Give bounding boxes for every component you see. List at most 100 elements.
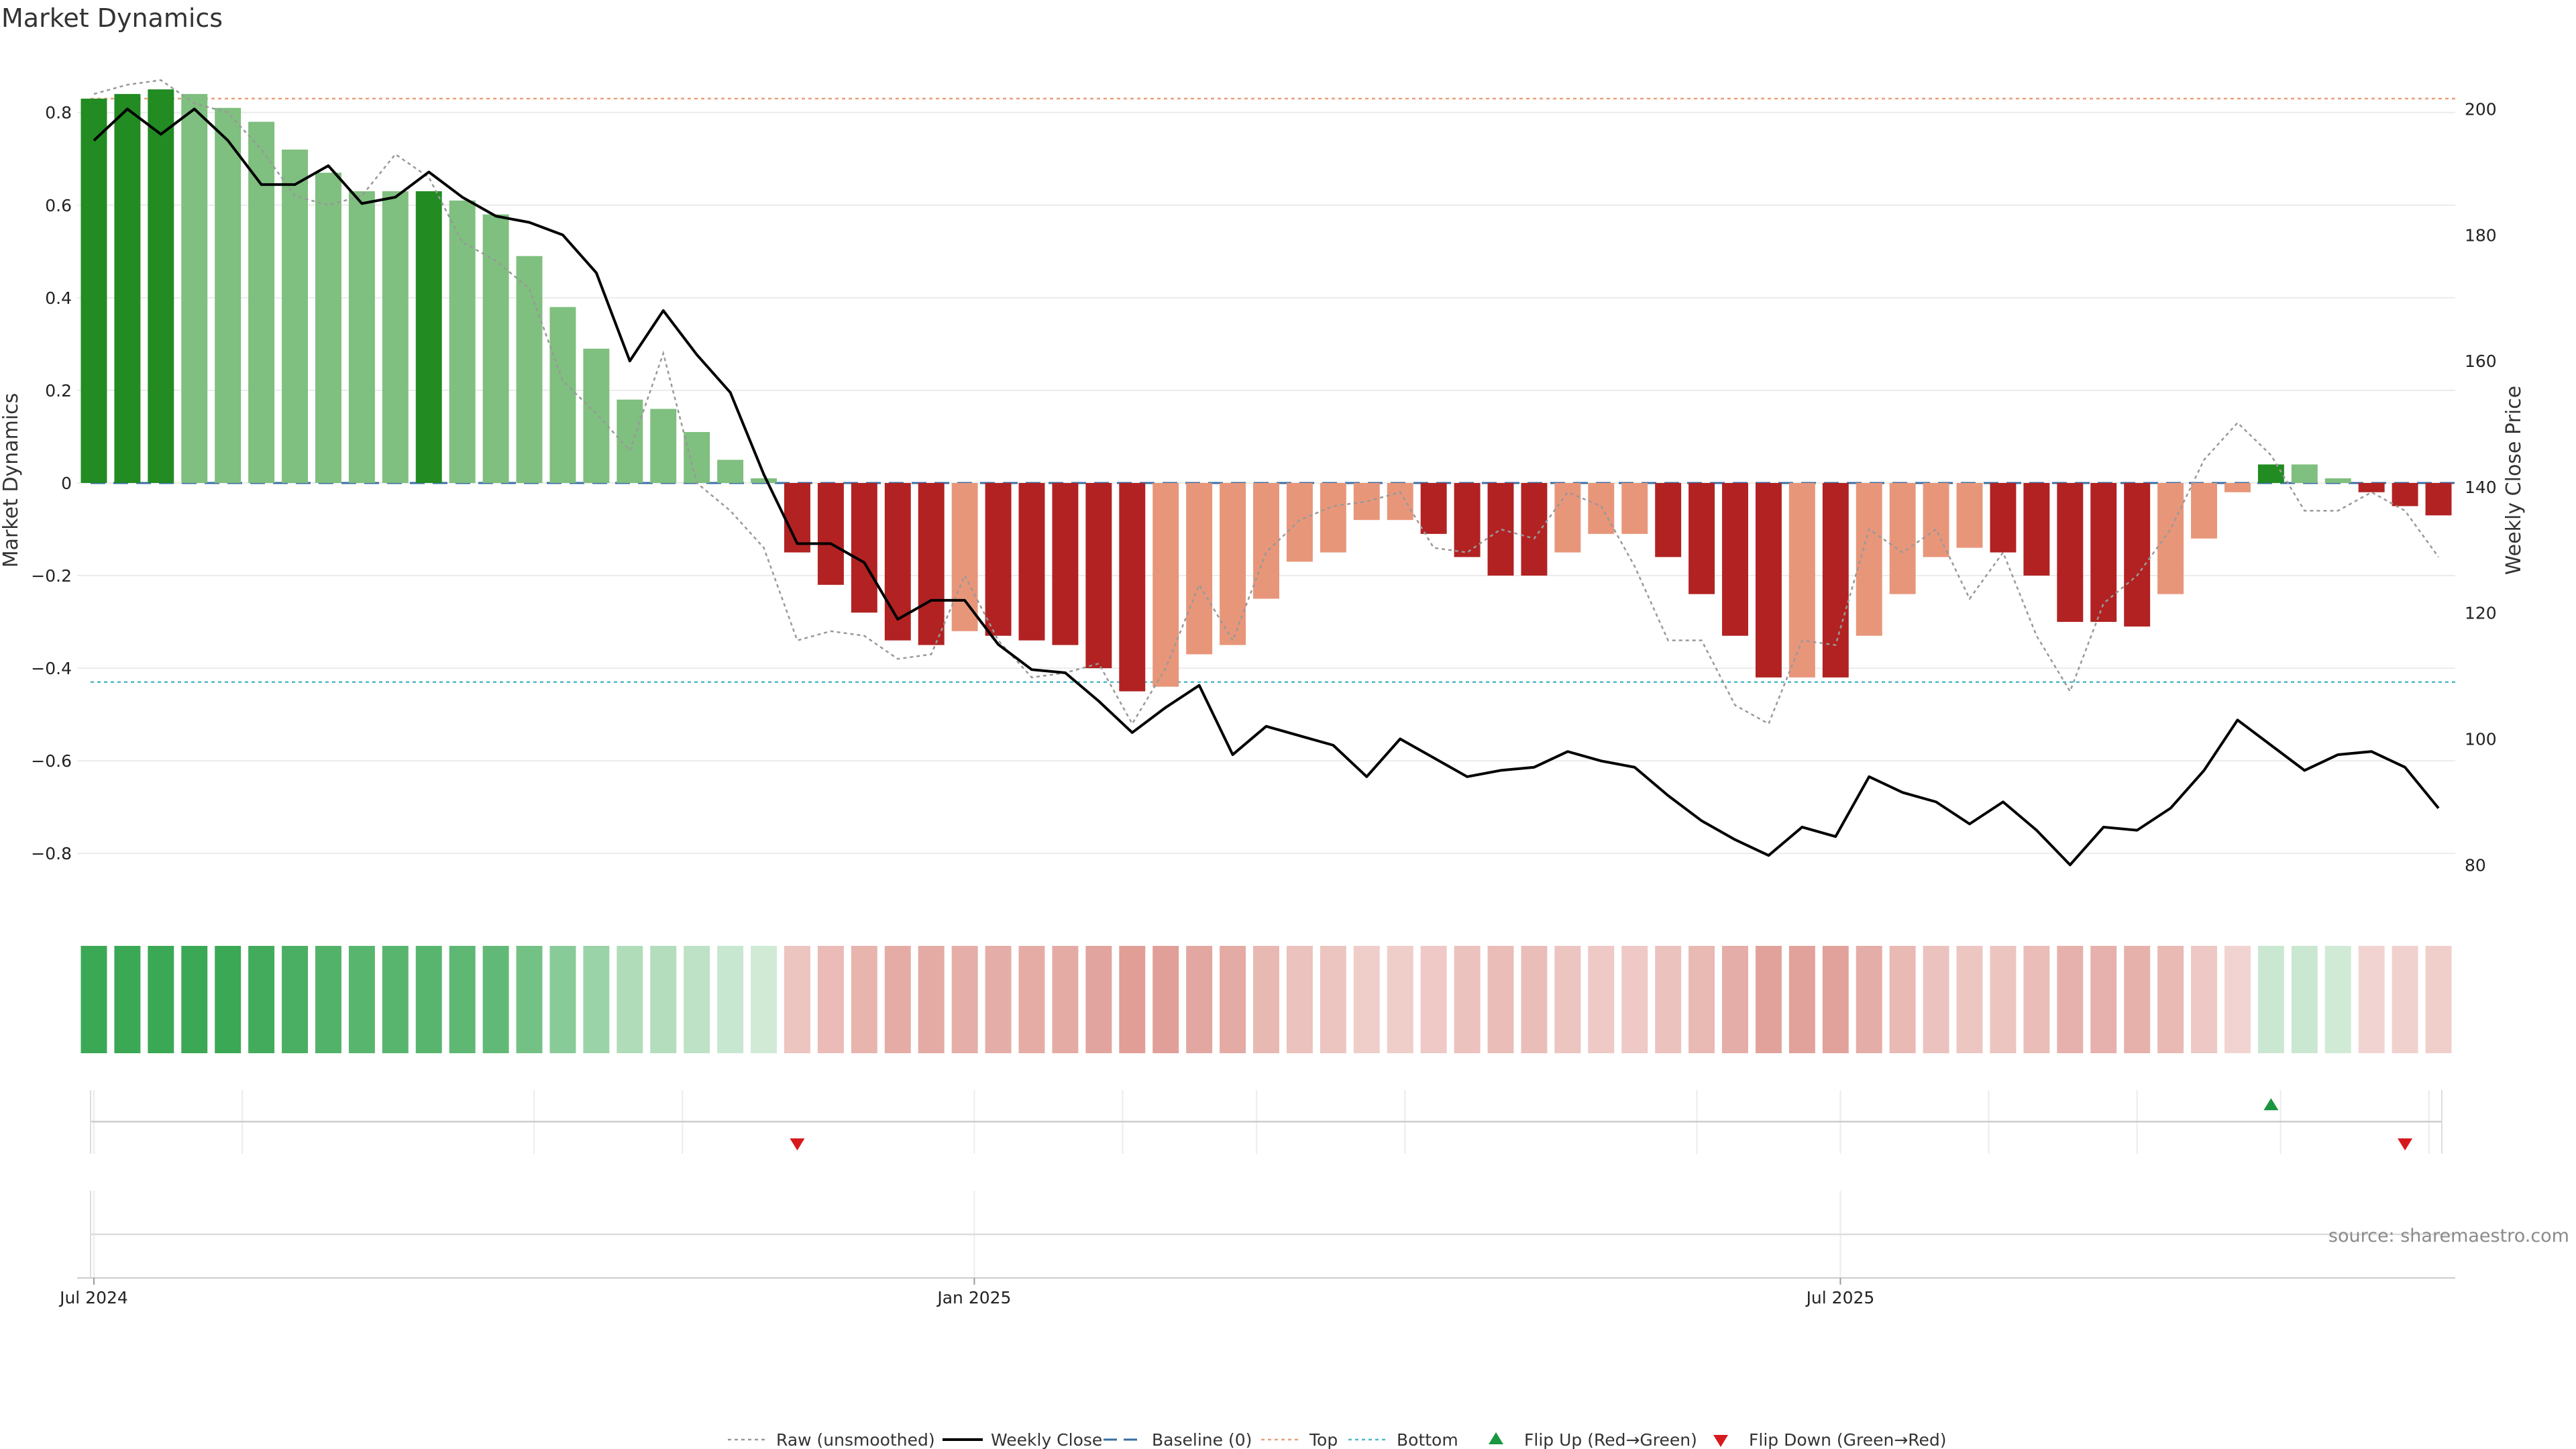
strip-cell bbox=[2090, 946, 2117, 1053]
strip-cell bbox=[1755, 946, 1782, 1053]
legend-label: Flip Down (Green→Red) bbox=[1749, 1430, 1947, 1449]
strip-cell bbox=[951, 946, 978, 1053]
legend-label: Flip Up (Red→Green) bbox=[1524, 1430, 1697, 1449]
momentum-bar bbox=[1052, 482, 1079, 645]
legend-item: Baseline (0) bbox=[1104, 1430, 1252, 1449]
source-label: source: sharemaestro.com bbox=[2328, 1226, 2569, 1246]
momentum-bar bbox=[1186, 482, 1213, 655]
strip-cell bbox=[1085, 946, 1112, 1053]
left-axis-ticks: 0.8 0.6 0.4 0.2 0 −0.2 −0.4 −0.6 −0.8 bbox=[31, 103, 72, 863]
left-tick-label: −0.6 bbox=[31, 751, 72, 771]
strip-cell bbox=[114, 946, 141, 1053]
strip-cell bbox=[449, 946, 476, 1053]
momentum-bar bbox=[348, 191, 375, 483]
strip-cell bbox=[2257, 946, 2284, 1053]
legend-swatch bbox=[1489, 1432, 1503, 1444]
strip-cell bbox=[1387, 946, 1413, 1053]
left-axis-label: Market Dynamics bbox=[0, 393, 23, 568]
strip-cell bbox=[650, 946, 677, 1053]
momentum-bar bbox=[1420, 482, 1447, 534]
legend: Raw (unsmoothed) Weekly Close Baseline (0)… bbox=[728, 1430, 1947, 1449]
strip-cell bbox=[482, 946, 509, 1053]
legend-label: Top bbox=[1309, 1430, 1338, 1449]
momentum-bar bbox=[2090, 482, 2117, 623]
momentum-bar bbox=[2324, 478, 2351, 483]
flip-down-marker bbox=[790, 1138, 805, 1150]
left-tick-label: −0.8 bbox=[31, 844, 72, 863]
momentum-bar bbox=[2023, 482, 2050, 576]
momentum-bar bbox=[2257, 464, 2284, 483]
strip-cell bbox=[1186, 946, 1213, 1053]
legend-label: Raw (unsmoothed) bbox=[776, 1430, 935, 1449]
momentum-bar bbox=[1454, 482, 1481, 557]
momentum-bar bbox=[985, 482, 1012, 636]
right-tick-label: 100 bbox=[2465, 729, 2497, 749]
legend-item: Weekly Close bbox=[943, 1430, 1102, 1449]
heat-strip bbox=[80, 946, 2452, 1053]
momentum-bar bbox=[1220, 482, 1246, 645]
strip-cell bbox=[2324, 946, 2351, 1053]
x-tick-label: Jul 2024 bbox=[58, 1288, 128, 1307]
momentum-bar bbox=[1320, 482, 1346, 553]
strip-cell bbox=[315, 946, 341, 1053]
momentum-bar bbox=[1956, 482, 1983, 548]
strip-cell bbox=[2425, 946, 2452, 1053]
momentum-bar bbox=[1152, 482, 1179, 687]
strip-cell bbox=[1822, 946, 1849, 1053]
momentum-bar bbox=[215, 107, 241, 483]
strip-cell bbox=[382, 946, 409, 1053]
momentum-bar bbox=[148, 89, 174, 483]
strip-cell bbox=[1320, 946, 1346, 1053]
momentum-bar bbox=[918, 482, 945, 645]
momentum-bar bbox=[1487, 482, 1514, 576]
left-tick-label: 0.2 bbox=[45, 381, 72, 400]
momentum-bar bbox=[1119, 482, 1146, 692]
flip-up-marker bbox=[2263, 1098, 2279, 1110]
strip-cell bbox=[1621, 946, 1648, 1053]
strip-cell bbox=[1454, 946, 1481, 1053]
right-tick-label: 160 bbox=[2465, 352, 2497, 371]
strip-cell bbox=[2392, 946, 2418, 1053]
strip-cell bbox=[1420, 946, 1447, 1053]
momentum-bar bbox=[1722, 482, 1748, 636]
strip-cell bbox=[2157, 946, 2184, 1053]
strip-cell bbox=[1286, 946, 1313, 1053]
momentum-bar bbox=[181, 94, 208, 483]
strip-cell bbox=[1018, 946, 1045, 1053]
momentum-bar bbox=[1253, 482, 1279, 599]
strip-cell bbox=[1655, 946, 1682, 1053]
momentum-bar bbox=[2191, 482, 2218, 539]
strip-cell bbox=[415, 946, 442, 1053]
strip-cell bbox=[1353, 946, 1380, 1053]
legend-item: Flip Up (Red→Green) bbox=[1489, 1430, 1697, 1449]
strip-cell bbox=[1788, 946, 1815, 1053]
chart-title: Market Dynamics bbox=[1, 3, 223, 33]
strip-cell bbox=[784, 946, 810, 1053]
strip-cell bbox=[2023, 946, 2050, 1053]
strip-cell bbox=[1487, 946, 1514, 1053]
strip-cell bbox=[1052, 946, 1079, 1053]
momentum-bar bbox=[817, 482, 844, 585]
legend-label: Bottom bbox=[1397, 1430, 1458, 1449]
right-axis-ticks: 200 180 160 140 120 100 80 bbox=[2465, 100, 2497, 875]
momentum-bar bbox=[1621, 482, 1648, 534]
strip-cell bbox=[80, 946, 107, 1053]
x-tick-label: Jan 2025 bbox=[936, 1288, 1011, 1307]
momentum-bar bbox=[1688, 482, 1715, 594]
strip-cell bbox=[2191, 946, 2218, 1053]
momentum-bar bbox=[1788, 482, 1815, 678]
strip-cell bbox=[1990, 946, 2017, 1053]
strip-cell bbox=[1923, 946, 1949, 1053]
momentum-bar bbox=[2057, 482, 2084, 623]
legend-item: Raw (unsmoothed) bbox=[728, 1430, 935, 1449]
momentum-bar bbox=[2157, 482, 2184, 594]
momentum-bar bbox=[1990, 482, 2017, 553]
left-tick-label: 0.4 bbox=[45, 288, 72, 308]
momentum-bar bbox=[1286, 482, 1313, 562]
strip-cell bbox=[1253, 946, 1279, 1053]
momentum-bar bbox=[114, 94, 141, 483]
momentum-bar bbox=[2224, 482, 2251, 492]
strip-cell bbox=[1152, 946, 1179, 1053]
strip-cell bbox=[684, 946, 710, 1053]
